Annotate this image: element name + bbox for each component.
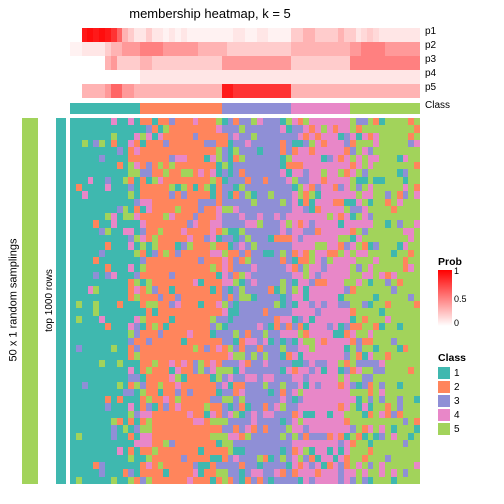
legend-item-1: 1 — [438, 366, 466, 380]
legend-item-5: 5 — [438, 422, 466, 436]
legend-swatch — [438, 409, 450, 421]
legend-class: Class 12345 — [438, 352, 466, 436]
legend-swatch — [438, 367, 450, 379]
legend-label: 2 — [454, 382, 460, 393]
row-label: Class — [425, 100, 450, 111]
legend-item-4: 4 — [438, 408, 466, 422]
colorbar-tick: 1 — [454, 267, 459, 276]
side-annot-outer — [22, 118, 38, 484]
legend-label: 5 — [454, 424, 460, 435]
legend-item-3: 3 — [438, 394, 466, 408]
prob-row-p1 — [70, 28, 420, 42]
legend-label: 4 — [454, 410, 460, 421]
prob-row-p4 — [70, 70, 420, 84]
consensus-heatmap — [70, 118, 420, 484]
row-label: p1 — [425, 26, 436, 37]
chart-title: membership heatmap, k = 5 — [0, 6, 420, 21]
ylabel-outer: 50 x 1 random samplings — [6, 170, 20, 430]
legend-label: 3 — [454, 396, 460, 407]
class-strip — [70, 103, 420, 114]
colorbar-tick: 0 — [454, 319, 459, 328]
prob-annot-block — [70, 28, 420, 98]
side-annot-inner — [56, 118, 66, 484]
prob-row-p5 — [70, 84, 420, 98]
row-label: p4 — [425, 68, 436, 79]
row-label: p2 — [425, 40, 436, 51]
legend-item-2: 2 — [438, 380, 466, 394]
row-label: p3 — [425, 54, 436, 65]
row-label: p5 — [425, 82, 436, 93]
colorbar-tick: 0.5 — [454, 295, 467, 304]
prob-row-p3 — [70, 56, 420, 70]
legend-swatch — [438, 423, 450, 435]
legend-swatch — [438, 381, 450, 393]
legend-prob: Prob 10.50 — [438, 256, 462, 326]
ylabel-inner: top 1000 rows — [42, 170, 56, 430]
legend-swatch — [438, 395, 450, 407]
prob-colorbar: 10.50 — [438, 270, 452, 326]
prob-row-p2 — [70, 42, 420, 56]
legend-label: 1 — [454, 368, 460, 379]
